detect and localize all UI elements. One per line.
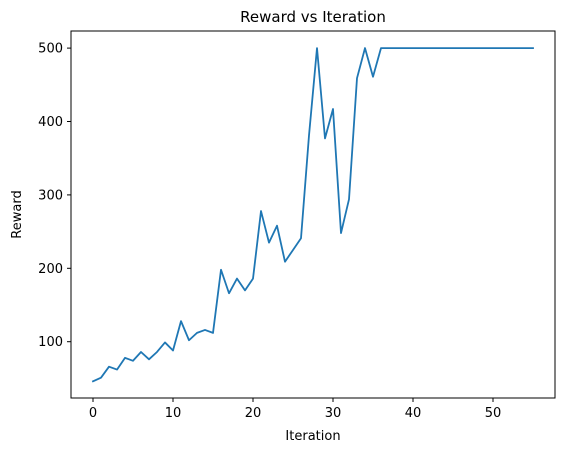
reward-series-line bbox=[91, 47, 534, 383]
x-axis-label: Iteration bbox=[285, 429, 340, 444]
x-tick-label: 40 bbox=[405, 406, 422, 421]
y-axis-label: Reward bbox=[10, 190, 25, 238]
x-tick-label: 10 bbox=[165, 406, 182, 421]
y-axis-ticks: 100 200 300 400 500 bbox=[38, 42, 71, 350]
x-tick-label: 50 bbox=[485, 406, 502, 421]
y-tick-label: 100 bbox=[38, 335, 63, 350]
y-tick-label: 500 bbox=[38, 42, 63, 57]
plot-area bbox=[70, 30, 556, 399]
y-tick-label: 300 bbox=[38, 188, 63, 203]
y-tick-label: 200 bbox=[38, 262, 63, 277]
x-axis-ticks: 0 10 20 30 40 50 bbox=[89, 398, 501, 421]
y-tick-label: 400 bbox=[38, 115, 63, 130]
x-tick-label: 0 bbox=[89, 406, 97, 421]
x-tick-label: 30 bbox=[325, 406, 342, 421]
x-tick-label: 20 bbox=[245, 406, 262, 421]
chart-title: Reward vs Iteration bbox=[240, 8, 386, 26]
axes-frame bbox=[70, 30, 556, 399]
series-layer bbox=[91, 47, 534, 383]
